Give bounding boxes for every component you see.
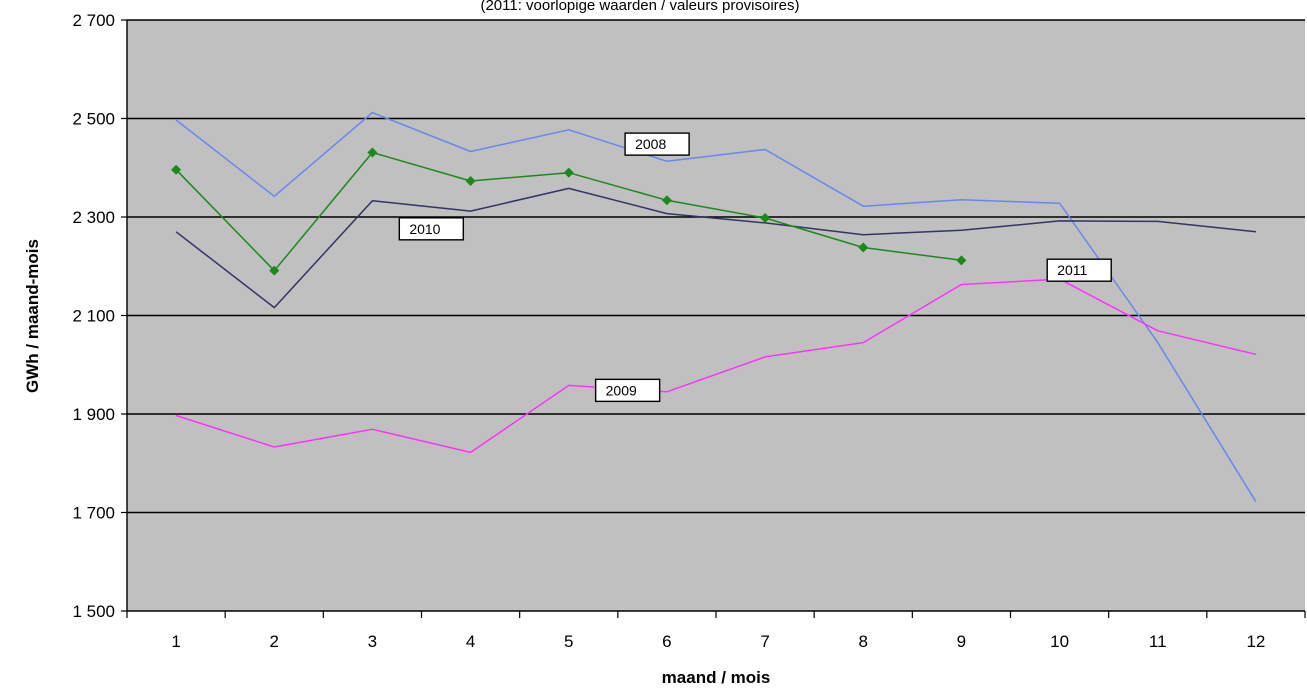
x-axis-title: maand / mois [662, 668, 771, 687]
data-point-2011 [465, 176, 476, 187]
data-point-2011 [956, 255, 967, 266]
y-tick-label: 1 500 [72, 602, 115, 621]
series-label-box [398, 217, 465, 241]
x-tick-label: 3 [368, 632, 377, 651]
y-axis-title: GWh / maand-mois [23, 239, 42, 393]
series-label-box [624, 132, 690, 156]
x-tick-label: 12 [1246, 632, 1265, 651]
series-line-2010 [175, 187, 1256, 309]
series-label-2011: 2011 [1046, 258, 1112, 282]
data-point-2011 [760, 212, 771, 223]
series-lines [175, 111, 1257, 503]
series-label-text: 2009 [606, 382, 637, 398]
data-point-2011 [661, 195, 672, 206]
axes [121, 19, 1306, 618]
data-point-2011 [367, 147, 378, 158]
series-label-2008: 2008 [624, 132, 690, 156]
series-line-2009 [175, 278, 1257, 454]
series-label-2009: 2009 [594, 378, 661, 403]
x-tick-label: 7 [760, 632, 769, 651]
chart-subtitle: (2011: voorlopige waarden / valeurs prov… [480, 0, 799, 14]
x-tick-label: 4 [466, 632, 475, 651]
series-label-2010: 2010 [398, 217, 465, 241]
x-tick-label: 8 [859, 632, 868, 651]
gridlines [127, 19, 1305, 514]
x-tick-label: 1 [171, 632, 180, 651]
y-tick-label: 1 900 [72, 405, 115, 424]
series-label-text: 2010 [409, 221, 440, 237]
data-point-2011 [858, 242, 869, 253]
y-tick-labels: 1 500 1 700 1 900 2 100 2 300 2 500 2 700 [72, 11, 115, 621]
y-tick-label: 2 300 [72, 208, 115, 227]
series-labels: 2008 2010 2011 2009 [398, 132, 1112, 403]
data-point-2011 [563, 167, 574, 178]
series-line-2008 [175, 111, 1257, 503]
x-tick-label: 9 [957, 632, 966, 651]
series-markers [171, 147, 967, 276]
x-tick-label: 11 [1149, 632, 1167, 651]
y-tick-label: 2 100 [72, 307, 115, 326]
x-tick-labels: 1 2 3 4 5 6 7 8 9 10 11 12 [171, 632, 1265, 651]
series-label-text: 2008 [635, 136, 666, 152]
data-point-2011 [269, 265, 280, 276]
series-label-box [1046, 258, 1112, 282]
series-label-box [594, 378, 661, 403]
x-tick-label: 5 [564, 632, 573, 651]
series-label-text: 2011 [1057, 262, 1087, 278]
y-tick-label: 1 700 [72, 504, 115, 523]
y-tick-label: 2 500 [72, 110, 115, 129]
x-tick-label: 6 [662, 632, 671, 651]
x-tick-label: 10 [1050, 632, 1069, 651]
y-tick-label: 2 700 [72, 11, 115, 30]
x-tick-label: 2 [270, 632, 279, 651]
data-point-2011 [171, 164, 182, 175]
